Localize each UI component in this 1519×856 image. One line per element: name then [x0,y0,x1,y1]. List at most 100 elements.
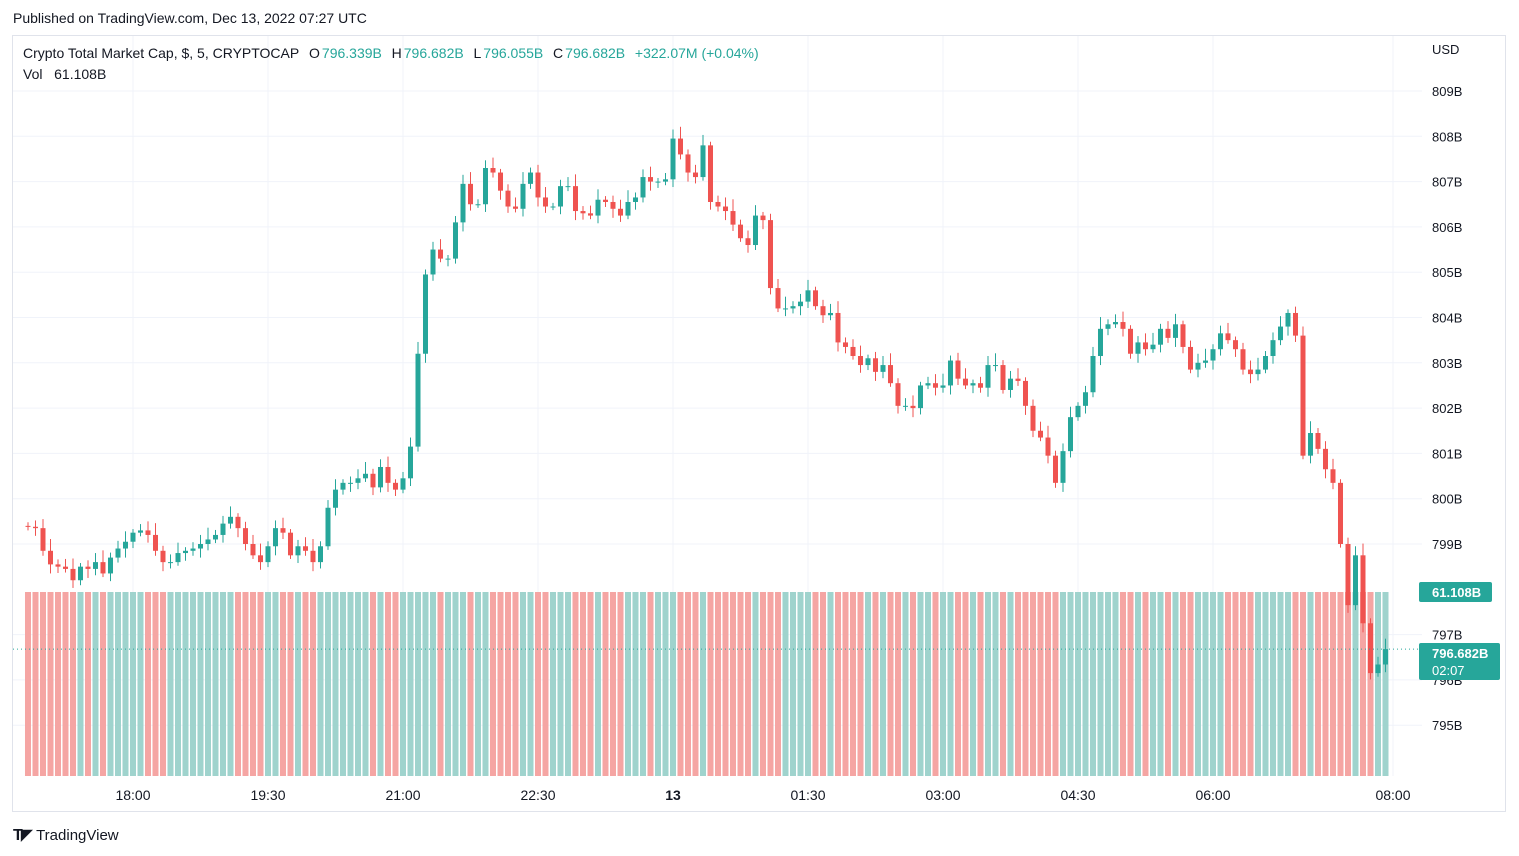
candle-body [1007,378,1013,390]
candle-body [77,566,83,581]
volume-bar [1022,592,1029,776]
volume-bar [1179,592,1186,776]
candle-body [115,548,121,558]
volume-bar [324,592,331,776]
volume-bar [939,592,946,776]
x-tick-label: 21:00 [385,787,420,803]
volume-bar [347,592,354,776]
candle-body [355,478,361,483]
y-tick-label: 799B [1432,537,1462,552]
candle-body [1375,664,1381,674]
legend-low-label: L [473,45,482,61]
legend-symbol: Crypto Total Market Cap, $, 5, CRYPTOCAP [23,45,300,61]
candle-body [767,220,773,289]
volume-bar [122,592,129,776]
volume-bar [1292,592,1299,776]
volume-bar [377,592,384,776]
y-tick-label: 803B [1432,356,1462,371]
candle-body [370,473,376,488]
candle-body [265,546,271,563]
volume-bar [752,592,759,776]
candle-body [92,562,98,569]
candle-body [1262,356,1268,370]
volume-bar [92,592,99,776]
volume-bar [1329,592,1336,776]
candle-body [1292,312,1298,336]
candle-body [1075,405,1081,418]
x-tick-label: 01:30 [790,787,825,803]
candle-body [737,224,743,239]
legend-open-label: O [309,45,320,61]
volume-bar [84,592,91,776]
candle-body [1195,362,1201,370]
volume-bar [129,592,136,776]
candle-body [1105,324,1111,329]
volume-bar [512,592,519,776]
candle-body [1315,433,1321,449]
candle-body [1367,623,1373,674]
x-tick-label: 08:00 [1375,787,1410,803]
volume-bar [159,592,166,776]
volume-bar [444,592,451,776]
candle-body [1150,344,1156,350]
volume-bar [437,592,444,776]
candle-body [977,383,983,388]
candle-body [242,528,248,544]
candle-body [422,274,428,354]
volume-bar [1059,592,1066,776]
candle-body [685,154,691,173]
brand-name: TradingView [36,826,119,844]
volume-bar [999,592,1006,776]
volume-bar [249,592,256,776]
volume-bar [1314,592,1321,776]
candle-body [820,306,826,316]
volume-bar [422,592,429,776]
candle-body [925,383,931,386]
candle-body [407,446,413,479]
candle-body [362,473,368,479]
candle-body [235,516,241,529]
candle-body [1142,342,1148,350]
candle-body [295,546,301,556]
volume-bar [39,592,46,776]
y-tick-label: 800B [1432,492,1462,507]
volume-bar [1194,592,1201,776]
candle-body [775,288,781,309]
volume-bar [174,592,181,776]
volume-bar [204,592,211,776]
volume-bar [1082,592,1089,776]
candle-body [962,378,968,386]
candle-body [677,138,683,155]
legend-change: +322.07M (+0.04%) [634,45,759,61]
volume-bar [969,592,976,776]
volume-bar [1067,592,1074,776]
volume-bar [1052,592,1059,776]
y-tick-label: 804B [1432,311,1462,326]
volume-bar [1149,592,1156,776]
volume-bar [452,592,459,776]
candle-body [520,183,526,209]
candle-body [1000,365,1006,390]
volume-bar [1307,592,1314,776]
candle-body [1330,469,1336,483]
candle-body [122,541,128,549]
candle-body [940,385,946,388]
volume-bar [594,592,601,776]
volume-bar [1337,592,1344,776]
candle-body [287,532,293,556]
volume-bar [407,592,414,776]
candle-body [62,566,68,569]
volume-bar [152,592,159,776]
candle-body [1255,369,1261,375]
volume-bar [497,592,504,776]
y-tick-label: 808B [1432,129,1462,144]
candle-body [805,290,811,302]
volume-bar [857,592,864,776]
tradingview-brand[interactable]: T◤ TradingView [13,825,119,845]
candle-body [415,353,421,447]
volume-bar [474,592,481,776]
volume-bar [669,592,676,776]
volume-bar [1104,592,1111,776]
volume-bar [849,592,856,776]
